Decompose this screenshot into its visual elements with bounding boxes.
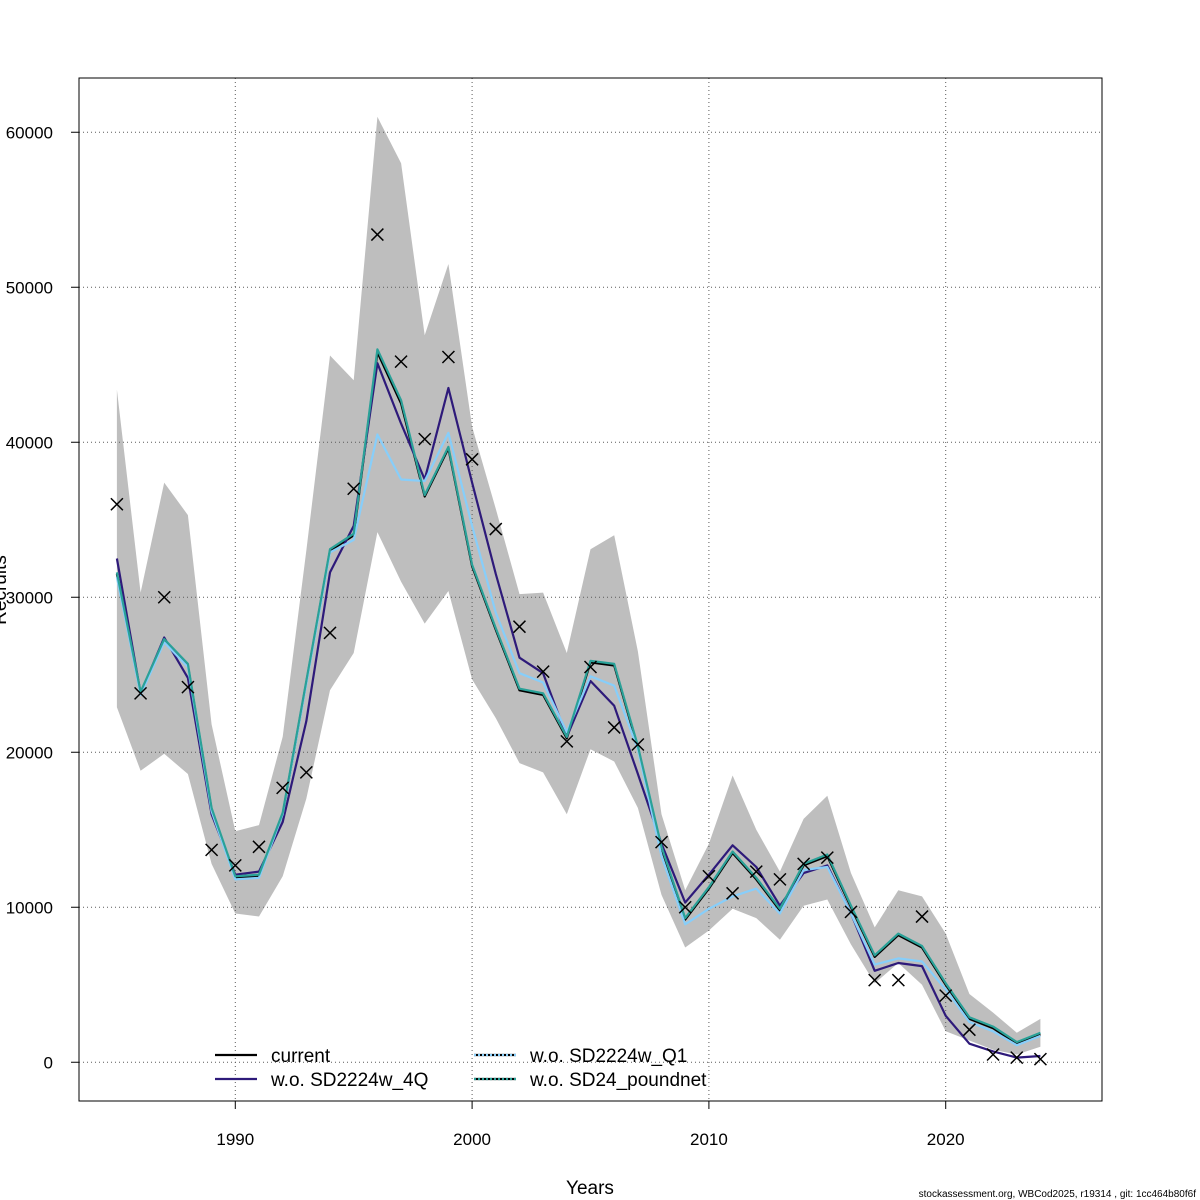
series-line bbox=[115, 348, 1041, 1044]
x-tick-label: 2020 bbox=[927, 1130, 965, 1149]
observation-marker bbox=[157, 590, 171, 604]
legend-label: current bbox=[271, 1046, 331, 1067]
observation-marker bbox=[512, 620, 526, 634]
observation-marker bbox=[868, 973, 882, 987]
observation-marker bbox=[962, 1023, 976, 1037]
observation-marker bbox=[323, 626, 337, 640]
observation-marker bbox=[939, 989, 953, 1003]
observation-marker bbox=[986, 1047, 1000, 1062]
y-tick-label: 60000 bbox=[6, 123, 53, 142]
x-axis-title: Years bbox=[566, 1178, 614, 1199]
observation-marker bbox=[252, 840, 266, 854]
plot-frame bbox=[78, 77, 1103, 1102]
observation-marker bbox=[228, 858, 242, 872]
observation-marker bbox=[607, 720, 621, 734]
legend-label: w.o. SD2224w_Q1 bbox=[529, 1046, 687, 1067]
observation-marker bbox=[797, 857, 811, 871]
observation-marker bbox=[394, 355, 408, 369]
observation-marker bbox=[702, 869, 716, 883]
observation-marker bbox=[370, 228, 384, 242]
ci-band-area bbox=[116, 116, 1041, 1055]
observation-marker bbox=[536, 665, 550, 679]
observation-marker bbox=[915, 910, 929, 924]
observation-marker bbox=[347, 482, 361, 496]
y-tick-label: 50000 bbox=[6, 278, 53, 297]
y-axis-title: Recruits bbox=[0, 555, 11, 625]
observation-marker bbox=[1033, 1052, 1047, 1066]
legend: current w.o. SD2224w_4Q w.o. SD2224w_Q1 w.o… bbox=[215, 1046, 707, 1091]
observation-marker bbox=[726, 886, 740, 900]
observation-marker bbox=[489, 522, 503, 536]
observation-marker bbox=[441, 350, 455, 364]
observation-marker bbox=[583, 660, 598, 674]
observation-markers bbox=[110, 228, 1047, 1066]
observation-marker bbox=[820, 851, 834, 865]
observation-marker bbox=[299, 765, 313, 779]
x-tick-label: 2010 bbox=[690, 1130, 728, 1149]
legend-label: w.o. SD24_poundnet bbox=[529, 1070, 707, 1091]
observation-marker bbox=[134, 686, 148, 700]
observation-marker bbox=[205, 843, 219, 857]
observation-marker bbox=[891, 973, 905, 987]
grid bbox=[79, 78, 1102, 1101]
y-tick-label: 40000 bbox=[6, 433, 53, 452]
confidence-band bbox=[116, 116, 1041, 1055]
observation-marker bbox=[1010, 1051, 1024, 1065]
footer-credit: stockassessment.org, WBCod2025, r19314 ,… bbox=[919, 1189, 1197, 1200]
y-tick-label: 10000 bbox=[6, 898, 53, 917]
observation-marker bbox=[655, 835, 669, 849]
y-tick-label: 0 bbox=[44, 1053, 53, 1072]
x-tick-label: 2000 bbox=[453, 1130, 491, 1149]
series-lines bbox=[115, 348, 1041, 1059]
observation-marker bbox=[678, 900, 692, 914]
observation-marker bbox=[276, 781, 290, 795]
y-tick-label: 20000 bbox=[6, 743, 53, 762]
axes: 1990 2000 2010 2020 0 10000 20000 30000 40000 500… bbox=[6, 123, 965, 1149]
observation-marker bbox=[560, 734, 574, 748]
legend-label: w.o. SD2224w_4Q bbox=[270, 1070, 428, 1091]
observation-marker bbox=[418, 432, 432, 446]
observation-marker bbox=[465, 452, 479, 466]
observation-marker bbox=[773, 872, 787, 886]
observation-marker bbox=[181, 680, 195, 694]
observation-marker bbox=[844, 905, 858, 919]
y-tick-label: 30000 bbox=[6, 588, 53, 607]
x-tick-label: 1990 bbox=[216, 1130, 254, 1149]
observation-marker bbox=[749, 865, 763, 879]
observation-marker bbox=[110, 497, 124, 511]
observation-marker bbox=[631, 737, 645, 752]
